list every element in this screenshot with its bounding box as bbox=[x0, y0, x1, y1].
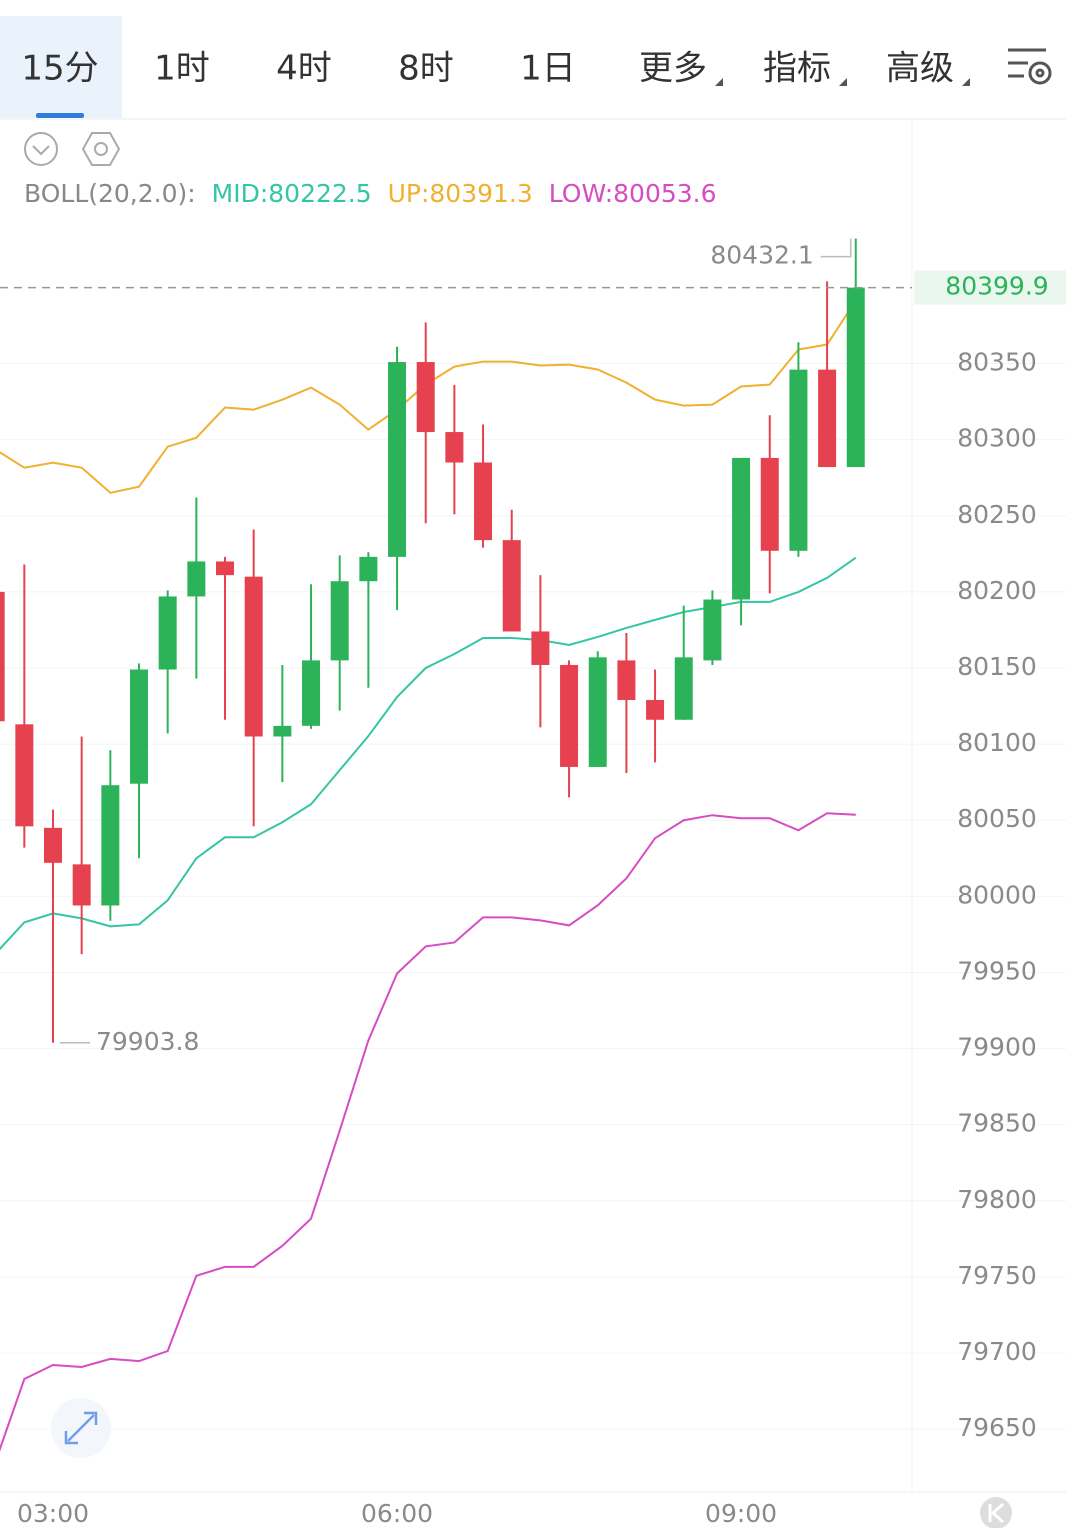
candle-body bbox=[101, 785, 120, 906]
max-label: 80432.1 bbox=[710, 241, 813, 270]
plot-area bbox=[0, 238, 865, 1452]
candle-body bbox=[846, 287, 865, 468]
candle-body bbox=[674, 657, 693, 720]
tab[interactable]: 1时 bbox=[154, 49, 210, 89]
candle-body bbox=[474, 462, 493, 541]
candle-body bbox=[359, 556, 378, 582]
candle-body bbox=[732, 457, 751, 600]
candle-body bbox=[646, 699, 665, 720]
settings-icon[interactable] bbox=[1008, 48, 1052, 85]
x-tick-label: 09:00 bbox=[705, 1499, 777, 1528]
candle-body bbox=[818, 369, 837, 468]
y-tick-label: 79750 bbox=[957, 1261, 1037, 1290]
y-tick-label: 80250 bbox=[957, 500, 1037, 529]
candle-body bbox=[44, 827, 62, 863]
candle-body bbox=[789, 369, 808, 551]
candle-body bbox=[703, 599, 722, 661]
candle-body bbox=[302, 660, 321, 726]
indicator-legend: BOLL(20,2.0): MID:80222.5 UP:80391.3 LOW… bbox=[24, 179, 717, 208]
tab[interactable]: 更多 bbox=[639, 49, 707, 89]
boll-line bbox=[0, 556, 857, 951]
y-tick-label: 80100 bbox=[957, 728, 1037, 757]
indicator-settings-icon[interactable] bbox=[81, 132, 121, 166]
grid bbox=[0, 363, 1066, 1430]
candle-body bbox=[0, 591, 5, 722]
candle-body bbox=[15, 724, 34, 827]
candle-body bbox=[330, 581, 349, 661]
candle-body bbox=[502, 540, 521, 632]
candle-body bbox=[560, 664, 579, 767]
tab[interactable]: 指标 bbox=[763, 49, 831, 89]
legend-entry: MID:80222.5 bbox=[212, 179, 372, 208]
candle-body bbox=[244, 576, 263, 737]
dropdown-caret bbox=[962, 78, 970, 86]
active-tab-bg bbox=[0, 16, 122, 118]
candle-body bbox=[617, 660, 636, 700]
candle-body bbox=[531, 631, 550, 665]
y-tick-label: 80150 bbox=[957, 652, 1037, 681]
dropdown-caret bbox=[715, 78, 723, 86]
dropdown-caret bbox=[839, 78, 847, 86]
x-tick-label: 03:00 bbox=[17, 1499, 89, 1528]
last-price-tag-bg bbox=[914, 270, 1066, 305]
candle-body bbox=[187, 561, 206, 597]
candle-body bbox=[273, 725, 292, 737]
tab[interactable]: 高级 bbox=[886, 49, 954, 89]
y-tick-label: 80000 bbox=[957, 880, 1037, 909]
tab[interactable]: 8时 bbox=[398, 49, 454, 89]
legend-entry: UP:80391.3 bbox=[388, 179, 533, 208]
candle-body bbox=[388, 362, 407, 557]
tab[interactable]: 1日 bbox=[520, 49, 576, 89]
tab[interactable]: 15分 bbox=[21, 49, 98, 89]
candle-body bbox=[72, 864, 91, 906]
candle-body bbox=[588, 657, 607, 767]
overlay: 79650 79700 79750 79800 79850 79900 79950 80000… bbox=[0, 238, 1066, 1528]
last-price-tag: 80399.9 bbox=[945, 272, 1048, 301]
y-tick-label: 79800 bbox=[957, 1185, 1037, 1214]
y-tick-label: 79950 bbox=[957, 956, 1037, 985]
y-tick-label: 79700 bbox=[957, 1337, 1037, 1366]
tab[interactable]: 4时 bbox=[276, 49, 332, 89]
indicator-name: BOLL(20,2.0): bbox=[24, 179, 196, 208]
y-tick-label: 79650 bbox=[957, 1413, 1037, 1442]
candle-body bbox=[216, 561, 235, 576]
legend-entry: LOW:80053.6 bbox=[549, 179, 717, 208]
y-tick-label: 80300 bbox=[957, 424, 1037, 453]
candle-body bbox=[760, 457, 779, 551]
x-tick-label: 06:00 bbox=[361, 1499, 433, 1528]
candle-body bbox=[445, 432, 464, 463]
candle-body bbox=[158, 596, 177, 670]
candle-body bbox=[416, 362, 435, 433]
active-tab-indicator bbox=[36, 113, 84, 118]
tab-bar: 15分 1时 4时 8时 1日 更多 指标 高级 bbox=[21, 49, 970, 118]
y-tick-label: 79850 bbox=[957, 1109, 1037, 1138]
collapse-icon[interactable] bbox=[24, 132, 58, 166]
max-marker bbox=[820, 238, 852, 258]
y-tick-label: 80200 bbox=[957, 576, 1037, 605]
min-label: 79903.8 bbox=[96, 1027, 199, 1056]
logo-icon bbox=[980, 1497, 1012, 1528]
candle-body bbox=[130, 669, 149, 784]
y-tick-label: 80350 bbox=[957, 348, 1037, 377]
fullscreen-icon[interactable] bbox=[51, 1398, 111, 1458]
y-tick-label: 80050 bbox=[957, 804, 1037, 833]
y-tick-label: 79900 bbox=[957, 1033, 1037, 1062]
boll-line bbox=[0, 812, 856, 1452]
